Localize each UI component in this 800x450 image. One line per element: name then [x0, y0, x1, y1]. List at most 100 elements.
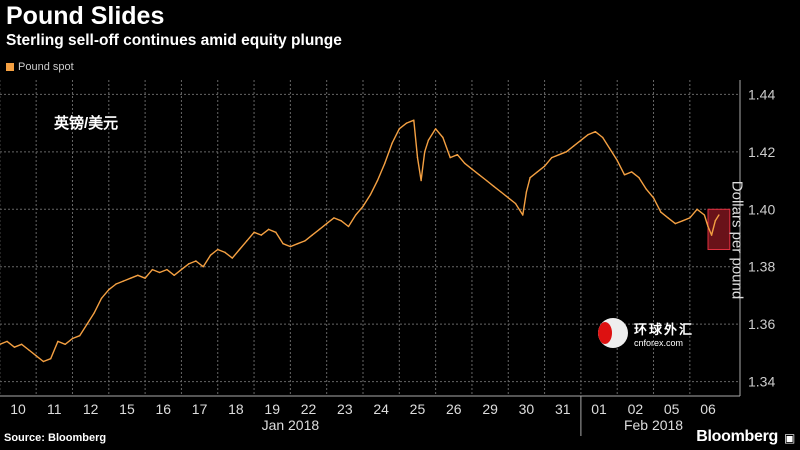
data-point [304, 240, 306, 242]
x-tick-label: 29 [482, 401, 498, 417]
data-point [424, 151, 426, 153]
data-point [369, 194, 371, 196]
data-point [64, 343, 66, 345]
x-tick-label: 16 [155, 401, 171, 417]
data-point [267, 228, 270, 231]
data-point [333, 217, 335, 219]
data-point [384, 162, 386, 165]
data-point [707, 225, 709, 228]
data-point [209, 254, 212, 256]
data-point [572, 145, 575, 147]
data-point [580, 139, 582, 142]
highlight-box [707, 208, 731, 250]
data-point [681, 220, 684, 222]
data-point [137, 274, 139, 277]
data-point [456, 153, 459, 156]
data-point [238, 248, 241, 251]
data-point [471, 168, 473, 170]
x-tick-label: 05 [664, 401, 680, 417]
x-tick-label: 06 [700, 401, 716, 417]
watermark-cn: 环球外汇 [634, 321, 695, 337]
legend-swatch [6, 63, 14, 71]
data-point [115, 283, 117, 285]
y-tick-label: 1.42 [748, 144, 775, 160]
x-tick-label: 17 [192, 401, 208, 417]
y-tick-label: 1.44 [748, 86, 775, 102]
x-tick-label: 30 [519, 401, 535, 417]
data-point [507, 197, 509, 199]
data-point [449, 156, 451, 159]
y-tick-label: 1.36 [748, 316, 775, 332]
data-point [49, 357, 52, 360]
data-point [35, 355, 37, 357]
watermark-en: cnforex.com [634, 337, 684, 348]
data-point [231, 257, 233, 259]
data-point [144, 277, 146, 279]
data-point [718, 214, 720, 216]
chart-subtitle: Sterling sell-off continues amid equity … [6, 32, 342, 49]
data-point [601, 136, 604, 139]
data-point [180, 268, 183, 271]
y-tick-label: 1.38 [748, 259, 775, 275]
watermark: 环球外汇 cnforex.com [598, 318, 694, 348]
x-tick-label: 15 [119, 401, 135, 417]
data-point [522, 214, 524, 216]
data-point [289, 245, 292, 248]
data-point [463, 162, 466, 165]
data-point [311, 234, 313, 236]
brand-logo: Bloomberg [696, 428, 778, 445]
data-point [71, 337, 74, 340]
data-point [79, 334, 81, 337]
x-tick-label: 25 [410, 401, 426, 417]
data-point [631, 171, 633, 173]
x-month-label: Feb 2018 [624, 417, 683, 433]
data-point [325, 222, 328, 225]
data-point [166, 268, 168, 271]
data-point [609, 148, 611, 150]
data-point [318, 228, 321, 231]
source-note: Source: Bloomberg [4, 432, 107, 444]
data-point [398, 128, 401, 130]
data-point [667, 217, 669, 219]
data-point [100, 297, 103, 300]
data-point [525, 191, 528, 193]
data-point [689, 217, 691, 219]
data-point [558, 153, 560, 156]
data-point [660, 211, 662, 213]
data-point [420, 179, 422, 182]
x-tick-label: 12 [83, 401, 99, 417]
data-point [253, 231, 255, 233]
data-point [478, 174, 480, 176]
data-point [536, 171, 539, 173]
data-point [587, 133, 589, 136]
chart-title: Pound Slides [6, 2, 165, 30]
data-point [645, 188, 647, 190]
data-point [623, 174, 626, 176]
data-point [282, 243, 284, 245]
x-tick-label: 26 [446, 401, 462, 417]
x-month-label: Jan 2018 [262, 417, 320, 433]
data-point [195, 260, 197, 262]
data-point [86, 323, 88, 325]
y-tick-label: 1.34 [748, 374, 775, 390]
data-point [594, 131, 597, 133]
y-axis-label: Dollars per pound [728, 180, 746, 300]
data-point [442, 136, 444, 139]
data-point [0, 343, 1, 345]
data-point [362, 205, 364, 208]
data-point [674, 222, 677, 225]
data-point [416, 156, 419, 159]
data-point [703, 214, 706, 216]
data-point [413, 119, 415, 121]
data-point [6, 340, 8, 343]
data-point [434, 128, 437, 130]
x-tick-label: 24 [373, 401, 389, 417]
data-point [376, 179, 379, 182]
legend-label: Pound spot [18, 61, 74, 73]
x-tick-label: 11 [47, 401, 62, 417]
data-point [173, 274, 175, 277]
data-point [616, 159, 618, 162]
x-tick-label: 10 [10, 401, 26, 417]
watermark-logo-icon [598, 318, 628, 348]
